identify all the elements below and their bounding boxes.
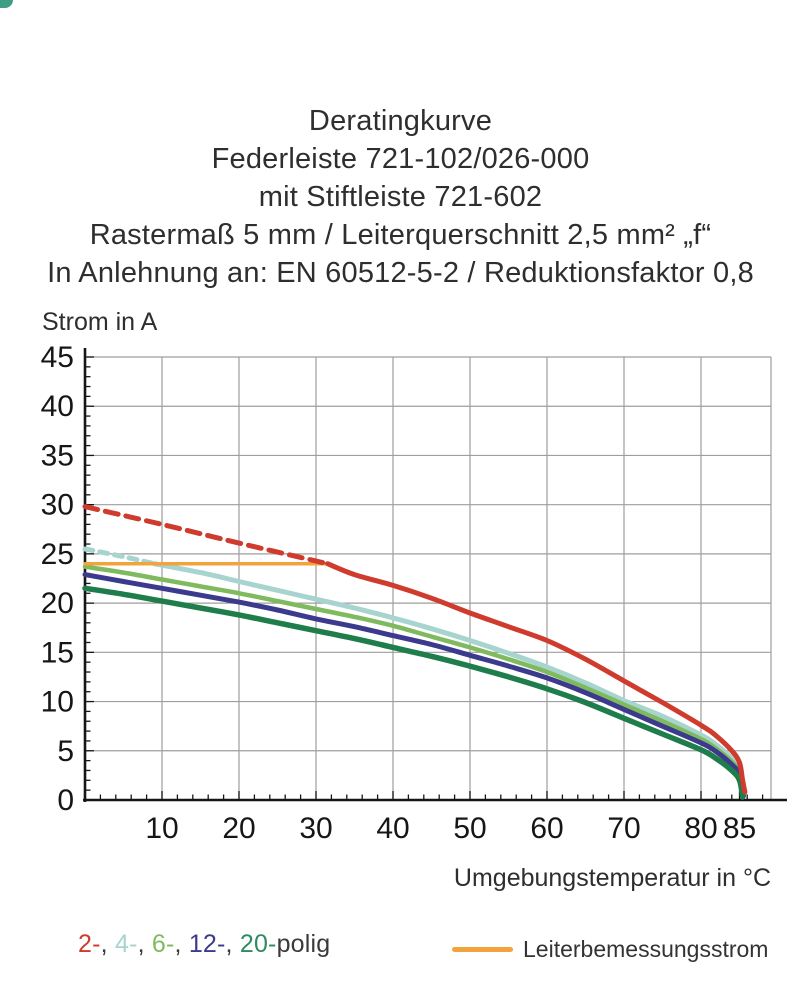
legend-token: , <box>100 930 115 958</box>
y-tick-label: 30 <box>41 489 74 522</box>
x-tick-label: 60 <box>530 812 563 845</box>
x-tick-label: 70 <box>607 812 640 845</box>
legend-token: 4- <box>114 930 138 958</box>
legend-token: , <box>137 930 152 958</box>
legend-token: 2- <box>78 930 101 958</box>
orange-line-swatch <box>452 947 513 952</box>
x-tick-label: 30 <box>299 812 332 845</box>
curve-2-polig <box>325 561 748 795</box>
legend-token: polig <box>276 930 331 958</box>
legend-token: , <box>225 930 240 958</box>
title-line-5: In Anlehnung an: EN 60512-5-2 / Reduktio… <box>47 257 754 289</box>
y-tick-label: 25 <box>41 538 74 571</box>
x-axis-title: Umgebungstemperatur in °C <box>453 864 771 892</box>
reference-label: Leiterbemessungsstrom <box>523 936 769 962</box>
y-tick-label: 15 <box>41 636 74 669</box>
y-tick-label: 45 <box>41 341 74 374</box>
y-tick-label: 10 <box>41 686 74 719</box>
corner-artifact <box>0 0 13 8</box>
poles-legend: 2-, 4-, 6-, 12-, 20-polig <box>78 930 330 959</box>
x-tick-label: 40 <box>376 812 409 845</box>
reference-current-legend: Leiterbemessungsstrom <box>452 936 768 963</box>
legend-token: , <box>174 930 189 958</box>
legend-token: 6- <box>151 930 175 958</box>
x-tick-label: 10 <box>145 812 178 845</box>
y-tick-label: 40 <box>41 390 74 423</box>
curve-12-polig <box>82 572 746 799</box>
x-tick-label: 85 <box>723 812 756 845</box>
legend-token: 20- <box>239 930 277 958</box>
curve-4-polig <box>82 546 157 567</box>
y-tick-label: 20 <box>41 587 74 620</box>
curve-4-polig <box>151 561 747 797</box>
legend-token: 12- <box>188 930 226 958</box>
y-tick-label: 0 <box>57 784 74 817</box>
x-tick-label: 50 <box>453 812 486 845</box>
curve-2-polig <box>82 504 331 567</box>
curve-6-polig <box>82 564 746 798</box>
curve-20-polig <box>82 585 746 800</box>
y-axis-title: Strom in A <box>42 308 158 336</box>
title-line-4: Rastermaß 5 mm / Leiterquerschnitt 2,5 m… <box>89 219 712 251</box>
title-line-3: mit Stiftleiste 721-602 <box>258 181 543 213</box>
x-tick-label: 20 <box>222 812 255 845</box>
y-tick-label: 5 <box>57 735 74 768</box>
title-line-2: Federleiste 721-102/026-000 <box>211 143 590 175</box>
title-line-1: Deratingkurve <box>308 105 493 137</box>
x-tick-label: 80 <box>684 812 717 845</box>
chart-title-block: Deratingkurve Federleiste 721-102/026-00… <box>0 102 801 292</box>
y-tick-label: 35 <box>41 439 74 472</box>
